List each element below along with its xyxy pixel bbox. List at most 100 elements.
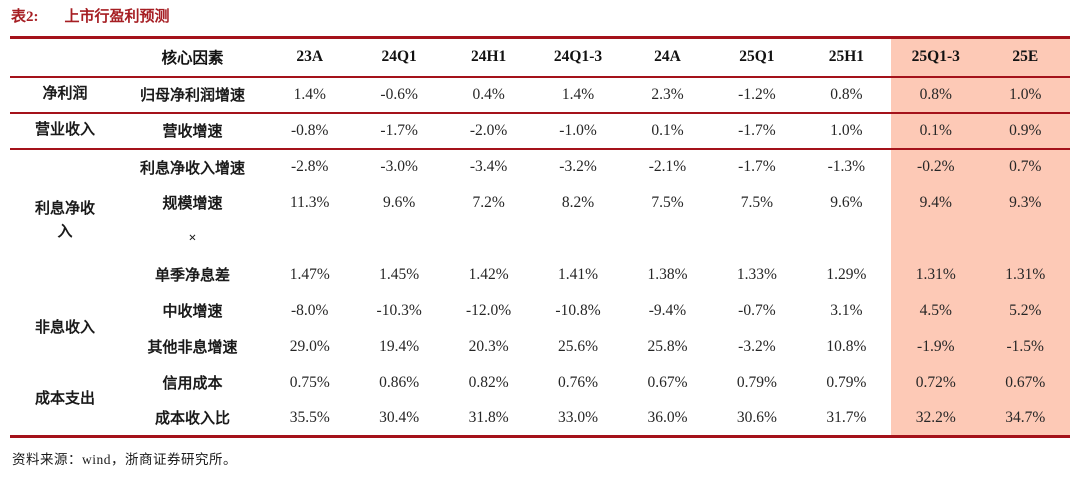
cell-value: 0.67% [647,373,688,391]
cell-value: -1.7% [738,158,776,175]
cell-value: 25.8% [647,337,688,355]
row-category: 营业收入 [34,121,95,138]
row-factor: 营收增速 [162,124,223,140]
row-category: 利息净收 入 [34,200,95,240]
cell-value: -3.4% [469,158,508,175]
cell-value: 0.82% [468,373,509,391]
cell-value: 33.0% [558,408,599,426]
profit-forecast-table: 核心因素 23A 24Q1 24H1 24Q1-3 24A 25Q1 25H1 … [10,36,1070,438]
table-label: 表2: [11,9,39,25]
cell-value: 3.1% [830,301,863,319]
cell-value [712,221,801,257]
row-factor: 成本收入比 [154,411,230,428]
cell-value: 8.2% [561,193,595,211]
cell-value: -3.2% [738,337,776,355]
cell-value: -2.0% [469,121,508,139]
header-factor: 核心因素 [161,50,224,68]
column-header: 24Q1-3 [553,48,603,66]
column-header: 24Q1 [381,48,417,66]
cell-value: -2.8% [290,158,329,175]
cell-value: 1.33% [736,265,777,283]
cell-value [444,221,533,257]
cell-value: -3.0% [380,158,418,175]
row-category: 净利润 [42,85,88,102]
column-header: 25Q1 [739,48,775,66]
cell-value: 30.4% [379,408,420,426]
cell-value: -0.8% [290,121,329,139]
cell-value [533,221,622,257]
cell-value: 7.5% [651,193,684,211]
cell-value: 1.47% [289,265,330,283]
cell-value-highlight: 0.9% [980,112,1070,149]
column-header-highlight: 25E [980,37,1070,77]
table-body: 净利润 归母净利润增速 1.4% -0.6% 0.4% 1.4% 2.3% -1… [10,76,1070,437]
table-row-other-noninterest-growth: 其他非息增速 29.0% 19.4% 20.3% 25.6% 25.8% -3.… [10,328,1070,365]
cell-value: 1.4% [561,85,595,103]
header-category-blank [10,38,120,77]
cell-value: -1.2% [738,85,776,103]
cell-value [802,221,891,257]
cell-value-highlight: 0.7% [980,148,1070,185]
table-row-net-profit: 净利润 归母净利润增速 1.4% -0.6% 0.4% 1.4% 2.3% -1… [10,76,1070,113]
cell-value: 0.76% [558,373,599,391]
table-row-quarterly-nim: 单季净息差 1.47% 1.45% 1.42% 1.41% 1.38% 1.33… [10,256,1070,293]
cell-value-highlight: 0.72% [891,364,981,401]
row-factor: 信用成本 [162,376,223,392]
column-header: 25H1 [828,48,864,66]
column-header: 24H1 [470,48,507,66]
cell-value: 1.29% [826,265,867,283]
row-factor: 单季净息差 [154,268,230,284]
cell-value: 25.6% [558,337,599,355]
cell-value: -1.7% [380,121,418,139]
cell-value-highlight [891,220,981,257]
cell-value: 9.6% [383,193,416,211]
cell-value-highlight: 5.2% [980,292,1070,329]
cell-value: -3.2% [559,158,597,175]
cell-value: 1.41% [558,265,599,283]
cell-value: 2.3% [651,85,684,103]
report-page: 表2: 上市行盈利预测 核心因素 23A 24Q1 24H1 24Q1-3 24… [10,6,1070,467]
cell-value: 9.6% [830,193,863,211]
cell-value: -2.1% [648,158,687,175]
table-header: 核心因素 23A 24Q1 24H1 24Q1-3 24A 25Q1 25H1 … [10,37,1070,77]
cell-value: 1.38% [647,265,688,283]
table-title-row: 表2: 上市行盈利预测 [10,6,1070,28]
cell-value [623,221,712,257]
table-row-cost-income-ratio: 成本收入比 35.5% 30.4% 31.8% 33.0% 36.0% 30.6… [10,400,1070,437]
cell-value: 7.2% [472,193,505,211]
cell-value-highlight: -0.2% [891,148,981,185]
cell-value [265,221,354,257]
cell-value: -1.3% [827,158,866,175]
cell-value [354,221,443,257]
cell-value-highlight: 1.31% [891,256,981,293]
row-factor: 规模增速 [162,196,223,212]
cell-value: 1.4% [293,85,326,103]
cell-value: 0.86% [379,373,420,391]
cell-value-highlight: -1.5% [980,328,1070,365]
row-category: 非息收入 [34,319,95,336]
table-row-multiply-sign: × [10,220,1070,257]
row-factor: 利息净收入增速 [139,160,245,177]
cell-value-highlight: 34.7% [980,400,1070,437]
cell-value: 29.0% [289,337,330,355]
cell-value: 19.4% [379,337,420,355]
cell-value-highlight: 0.67% [980,364,1070,401]
row-factor: 其他非息增速 [147,340,238,356]
cell-value: -10.8% [555,301,601,319]
cell-value: 0.79% [736,373,777,391]
cell-value: 1.0% [830,121,863,139]
row-category: 成本支出 [34,391,95,408]
cell-value: -0.7% [738,301,776,319]
multiply-symbol: × [188,230,197,246]
cell-value: -8.0% [290,301,329,319]
cell-value: 36.0% [647,408,688,426]
cell-value: 1.42% [468,265,509,283]
cell-value-highlight: 9.3% [980,184,1070,221]
cell-value: -9.4% [648,301,687,319]
table-title: 上市行盈利预测 [64,9,170,25]
cell-value: -1.7% [738,121,776,139]
row-factor: 中收增速 [162,304,223,320]
column-header: 23A [296,48,324,66]
table-row-fee-income-growth: 非息收入 中收增速 -8.0% -10.3% -12.0% -10.8% -9.… [10,292,1070,336]
cell-value: 0.79% [826,373,867,391]
